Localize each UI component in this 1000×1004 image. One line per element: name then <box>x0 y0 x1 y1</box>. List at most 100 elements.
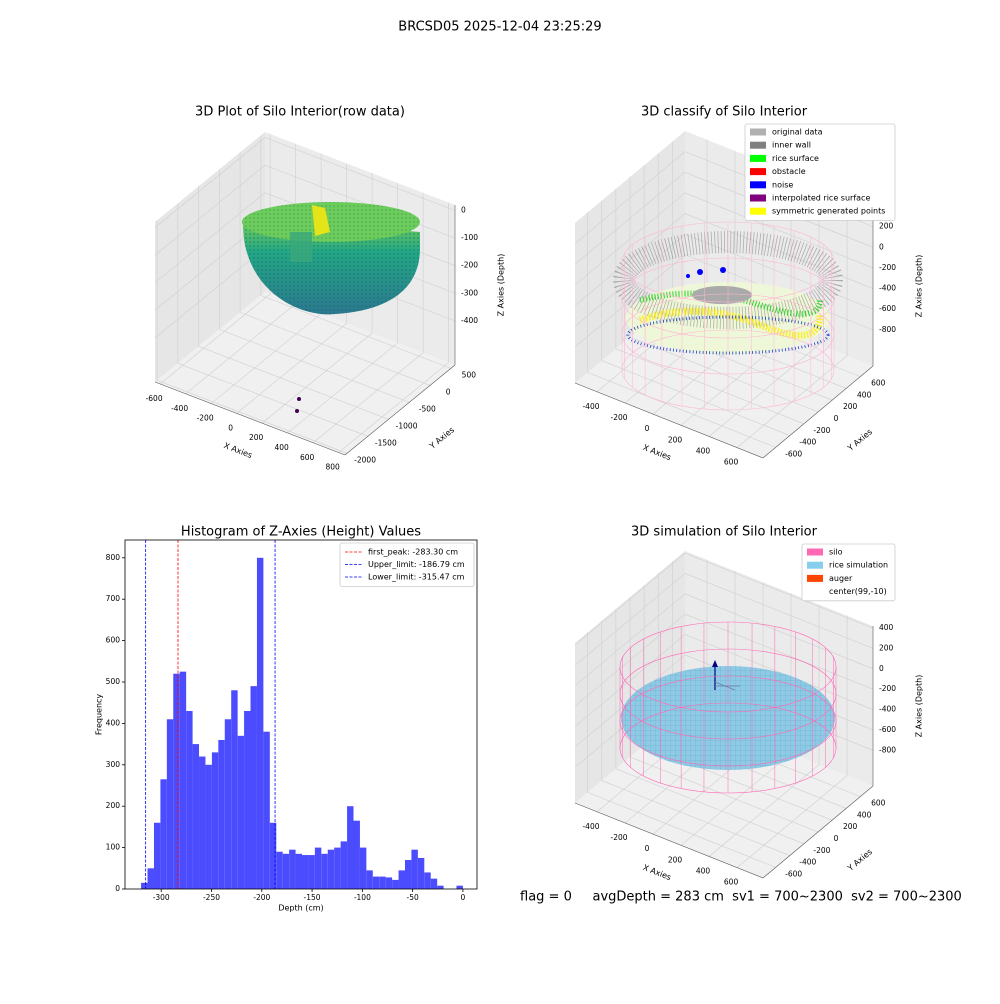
legend-label: rice simulation <box>829 561 888 570</box>
z-tick-label: -800 <box>879 745 896 754</box>
x-axis-label: X Axies <box>642 863 673 882</box>
grid-line <box>156 380 348 454</box>
x-tick-label: 600 <box>724 878 739 887</box>
histogram-bar <box>366 870 373 889</box>
histogram-bar <box>456 885 463 889</box>
histogram-bar <box>224 719 232 889</box>
z-axis-label: Z Axies (Depth) <box>915 255 924 318</box>
z-tick-label: 0 <box>879 664 884 673</box>
grid-line <box>684 634 874 710</box>
y-tick-label: 300 <box>106 760 121 769</box>
legend-label: auger <box>829 574 853 583</box>
z-tick-label: -200 <box>879 263 896 272</box>
x-tick-label: 200 <box>668 855 683 864</box>
grid-line <box>154 164 266 256</box>
legend-swatch <box>750 194 766 202</box>
grid-line <box>154 247 266 339</box>
legend-swatch <box>750 207 766 215</box>
grid-line <box>574 634 686 727</box>
grid-line <box>261 332 373 424</box>
z-tick-label: 0 <box>879 242 884 251</box>
x-tick-label: -400 <box>171 404 188 413</box>
histogram-bar <box>218 739 225 889</box>
axes-title: 3D classify of Silo Interior <box>641 105 808 120</box>
y-tick-label: 0 <box>115 884 120 893</box>
y-tick-label: 600 <box>106 636 121 645</box>
legend-swatch <box>750 181 766 189</box>
histogram-bar <box>308 855 315 889</box>
histogram-bar <box>430 878 438 889</box>
grid-line <box>264 164 456 239</box>
x-tick-label: 800 <box>325 463 340 472</box>
histogram-bar <box>250 686 257 889</box>
y-tick-label: -600 <box>785 869 802 878</box>
y-axis-label: Y Axies <box>427 425 456 451</box>
x-tick-label: -250 <box>203 893 220 902</box>
histogram-bar <box>347 806 354 889</box>
legend-swatch <box>807 548 823 556</box>
histogram-bar <box>411 849 418 889</box>
histogram-bar <box>231 690 238 889</box>
grid-line <box>239 312 431 386</box>
x-tick-label: -400 <box>582 402 599 411</box>
histogram-bar <box>437 885 444 889</box>
grid-line <box>312 352 424 443</box>
grid-line <box>287 342 398 434</box>
y-tick-label: 400 <box>857 810 872 819</box>
y-tick-label: 500 <box>462 370 477 379</box>
x-tick-label: 0 <box>645 844 650 853</box>
grid-line <box>684 593 874 670</box>
y-tick-label: 600 <box>871 379 886 388</box>
z-tick-label: -400 <box>879 284 896 293</box>
grid-line <box>684 552 874 629</box>
legend-box <box>744 123 896 221</box>
y-tick-label: 800 <box>106 553 121 562</box>
axis-line <box>574 802 764 879</box>
legend-swatch <box>750 141 766 149</box>
grid-line <box>210 313 322 404</box>
x-tick-label: 400 <box>696 866 711 875</box>
z-tick-label: -800 <box>879 325 896 334</box>
legend-label: first_peak: -283.30 cm <box>368 548 458 557</box>
legend-swatch <box>750 168 766 176</box>
y-axis-label: Y Axies <box>845 427 874 453</box>
histogram-bar <box>417 857 425 889</box>
legend-label: Lower_limit: -315.47 cm <box>368 573 465 582</box>
grid-line <box>629 336 819 413</box>
grid-line <box>684 613 874 690</box>
legend-box <box>801 543 896 602</box>
legend-label: inner wall <box>772 141 811 150</box>
histogram-bar <box>205 764 212 889</box>
histogram-bar <box>276 851 283 889</box>
x-tick-label: 400 <box>696 446 711 455</box>
z-axis-label: Z Axies (Depth) <box>915 675 924 738</box>
grid-line <box>338 362 449 453</box>
grid-line <box>219 329 410 403</box>
histogram-bar <box>327 849 335 889</box>
grid-line <box>684 573 874 649</box>
legend-label: symmetric generated points <box>772 207 885 216</box>
z-tick-label: -300 <box>461 288 478 297</box>
grid-line <box>574 151 686 244</box>
y-tick-label: 400 <box>857 390 872 399</box>
y-tick-label: 100 <box>106 843 121 852</box>
z-tick-label: 200 <box>879 643 894 652</box>
y-tick-label: -200 <box>813 426 830 435</box>
simulation <box>619 621 837 794</box>
grid-line <box>574 552 686 646</box>
x-tick-label: -200 <box>610 413 627 422</box>
legend-swatch <box>750 128 766 136</box>
legend-label: Upper_limit: -186.79 cm <box>368 560 465 569</box>
z-axis-label: Z Axies (Depth) <box>497 254 506 317</box>
histogram-bar <box>340 841 348 889</box>
grid-line <box>587 372 776 448</box>
x-tick-label: -300 <box>153 893 170 902</box>
x-tick-label: -200 <box>610 833 627 842</box>
x-axis-label: X Axies <box>223 441 254 460</box>
grid-line <box>236 323 347 414</box>
legend-swatch <box>750 154 766 162</box>
histogram-bar <box>379 876 386 889</box>
x-tick-label: -200 <box>253 893 270 902</box>
y-tick-label: 0 <box>834 834 839 843</box>
